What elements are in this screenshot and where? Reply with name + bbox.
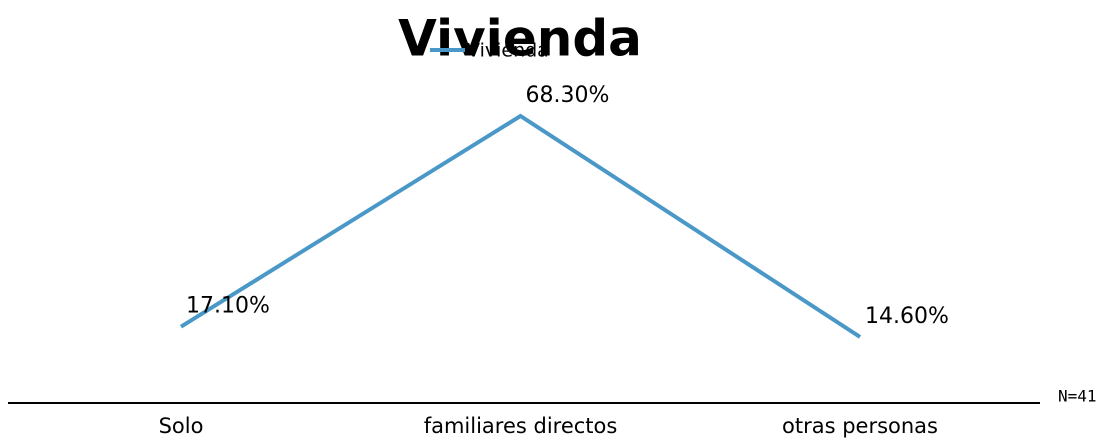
annotation: N=41 (1058, 387, 1097, 406)
data-label: 14.60% (865, 304, 949, 329)
data-label: 68.30% (526, 83, 610, 108)
x-tick-label: otras personas (782, 414, 938, 438)
data-label: 17.10% (186, 294, 270, 319)
chart-title: Vivienda (398, 10, 642, 68)
legend-label: Vivienda (467, 40, 549, 62)
x-tick-label: Solo (159, 414, 204, 438)
x-tick-label: familiares directos (424, 414, 618, 438)
series-line (179, 113, 862, 339)
